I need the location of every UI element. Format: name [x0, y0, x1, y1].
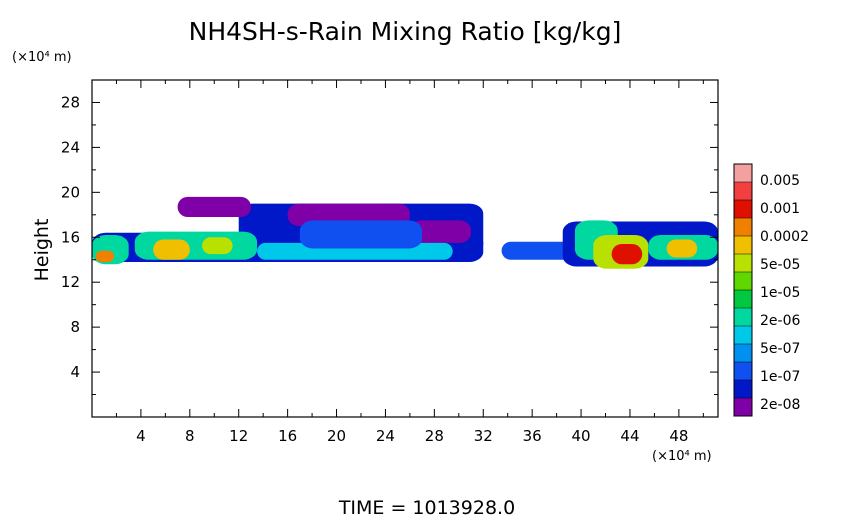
- chart-title: NH4SH-s-Rain Mixing Ratio [kg/kg]: [189, 17, 622, 46]
- colorbar-swatch-13: [734, 398, 752, 417]
- x-tick-label-24: 24: [376, 427, 395, 445]
- y-tick-label-28: 28: [61, 93, 80, 111]
- x-tick-label-32: 32: [474, 427, 493, 445]
- colorbar-swatch-12: [734, 380, 752, 399]
- colorbar-label-4: 1e-05: [760, 285, 800, 301]
- colorbar-label-6: 5e-07: [760, 341, 800, 357]
- colorbar-swatch-3: [734, 218, 752, 237]
- contour-region-10: [153, 239, 190, 260]
- plot-regions: [92, 196, 718, 269]
- y-tick-label-20: 20: [61, 183, 80, 201]
- colorbar-label-8: 2e-08: [760, 397, 800, 413]
- contour-region-18: [666, 239, 698, 258]
- contour-region-3: [287, 203, 410, 227]
- x-tick-label-40: 40: [572, 427, 591, 445]
- colorbar-label-1: 0.001: [760, 201, 800, 217]
- y-tick-label-16: 16: [61, 228, 80, 246]
- x-tick-label-8: 8: [185, 427, 195, 445]
- contour-region-16: [611, 244, 643, 265]
- x-tick-label-4: 4: [136, 427, 146, 445]
- colorbar-label-0: 0.005: [760, 173, 800, 189]
- contour-region-9: [95, 250, 115, 262]
- x-tick-label-36: 36: [523, 427, 542, 445]
- colorbar-swatch-0: [734, 164, 752, 183]
- colorbar-label-3: 5e-05: [760, 257, 800, 273]
- colorbar-swatch-1: [734, 182, 752, 201]
- y-tick-label-12: 12: [61, 273, 80, 291]
- contour-region-2: [177, 196, 251, 218]
- time-label: TIME = 1013928.0: [338, 497, 515, 519]
- colorbar-label-7: 1e-07: [760, 369, 800, 385]
- colorbar-swatch-10: [734, 344, 752, 363]
- x-tick-label-44: 44: [620, 427, 639, 445]
- contour-region-6: [134, 231, 258, 260]
- x-tick-label-20: 20: [327, 427, 346, 445]
- x-tick-label-28: 28: [425, 427, 444, 445]
- x-axis-unit: (×10⁴ m): [652, 449, 712, 464]
- y-tick-label-4: 4: [70, 363, 80, 381]
- colorbar: 0.005 0.001 0.0002 5e-05 1e-05 2e-06 5e-07 1e-0…: [733, 163, 809, 417]
- plot-frame: [91, 79, 719, 418]
- contour-region-4: [409, 220, 472, 243]
- colorbar-label-2: 0.0002: [760, 229, 809, 245]
- x-tick-label-16: 16: [278, 427, 297, 445]
- y-axis-label: Height: [31, 219, 53, 282]
- colorbar-swatch-7: [734, 290, 752, 309]
- y-axis-unit: (×10⁴ m): [12, 50, 72, 65]
- colorbar-swatch-5: [734, 254, 752, 273]
- y-tick-label-8: 8: [70, 318, 80, 336]
- colorbar-swatch-2: [734, 200, 752, 219]
- colorbar-swatch-6: [734, 272, 752, 291]
- x-tick-label-48: 48: [669, 427, 688, 445]
- colorbar-label-5: 2e-06: [760, 313, 800, 329]
- contour-region-8: [299, 220, 423, 249]
- contour-region-11: [202, 237, 233, 255]
- colorbar-swatch-11: [734, 362, 752, 381]
- colorbar-swatch-9: [734, 326, 752, 345]
- colorbar-swatch-4: [734, 236, 752, 255]
- y-tick-label-24: 24: [61, 138, 80, 156]
- x-tick-label-12: 12: [229, 427, 248, 445]
- colorbar-swatch-8: [734, 308, 752, 327]
